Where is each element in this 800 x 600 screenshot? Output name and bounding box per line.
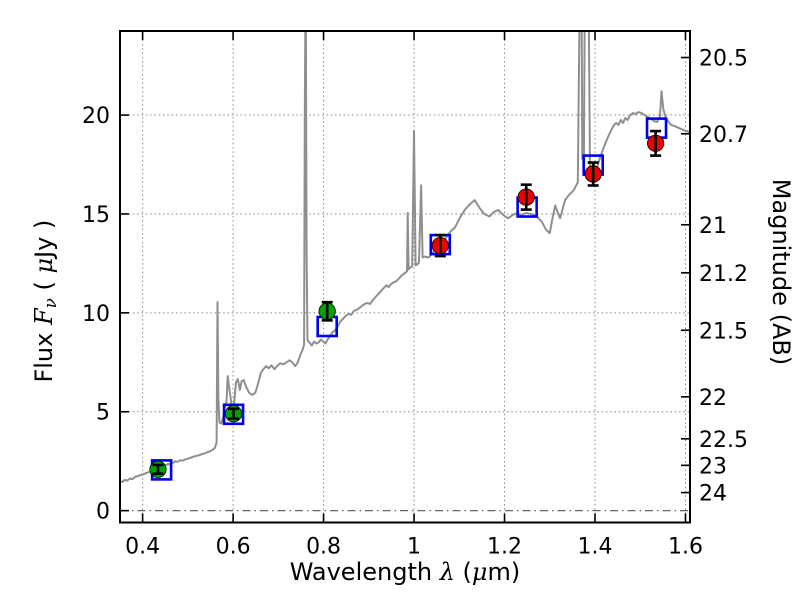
x-axis-label-segment: Wavelength bbox=[289, 558, 440, 586]
model-photometry-square bbox=[222, 403, 245, 426]
y-tick-label-magnitude: 21 bbox=[699, 214, 727, 239]
x-axis-label-segment: λ bbox=[439, 558, 455, 586]
y-tick-label-magnitude: 24 bbox=[699, 482, 727, 507]
y-axis-label-flux-segment: Jy ) bbox=[29, 219, 58, 258]
x-tick-label: 1.6 bbox=[668, 535, 703, 560]
y-tick-label-flux: 5 bbox=[96, 401, 110, 426]
y-tick-label-magnitude: 22.5 bbox=[699, 428, 748, 453]
y-axis-label-flux-segment: ν bbox=[40, 298, 61, 309]
x-axis-label-segment: μ bbox=[471, 558, 488, 586]
y-axis-label-flux-segment: ( bbox=[29, 273, 58, 299]
model-spectrum-line bbox=[120, 31, 690, 483]
y-axis-label-magnitude: Magnitude (AB) bbox=[767, 178, 795, 366]
y-tick-label-flux: 15 bbox=[82, 203, 110, 228]
y-tick-label-magnitude: 23 bbox=[699, 454, 727, 479]
y-axis-label-flux-segment: F bbox=[29, 308, 58, 326]
x-axis-label-segment: m) bbox=[487, 558, 521, 586]
x-tick-label: 0.4 bbox=[125, 535, 160, 560]
y-tick-label-flux: 0 bbox=[96, 500, 110, 525]
x-axis-label-segment: ( bbox=[454, 558, 472, 586]
y-tick-label-magnitude: 20.7 bbox=[699, 123, 748, 148]
y-tick-label-magnitude: 21.2 bbox=[699, 262, 748, 287]
y-axis-label-flux-segment: μ bbox=[29, 257, 58, 274]
axes-spines bbox=[119, 30, 691, 524]
y-tick-label-flux: 10 bbox=[82, 302, 110, 327]
x-tick-label: 0.8 bbox=[306, 535, 341, 560]
y-tick-label-flux: 20 bbox=[82, 104, 110, 129]
y-axis-label-flux-segment: Flux bbox=[29, 325, 58, 383]
x-tick-label: 1 bbox=[407, 535, 421, 560]
x-tick-label: 0.6 bbox=[216, 535, 251, 560]
y-tick-label-magnitude: 22 bbox=[699, 386, 727, 411]
y-axis-label-flux: Flux Fν ( μJy ) bbox=[30, 151, 60, 451]
x-tick-label: 1.4 bbox=[578, 535, 613, 560]
x-tick-label: 1.2 bbox=[487, 535, 522, 560]
x-axis-label: Wavelength λ (μm) bbox=[120, 558, 690, 586]
y-tick-label-magnitude: 21.5 bbox=[699, 319, 748, 344]
y-tick-label-magnitude: 20.5 bbox=[699, 47, 748, 72]
